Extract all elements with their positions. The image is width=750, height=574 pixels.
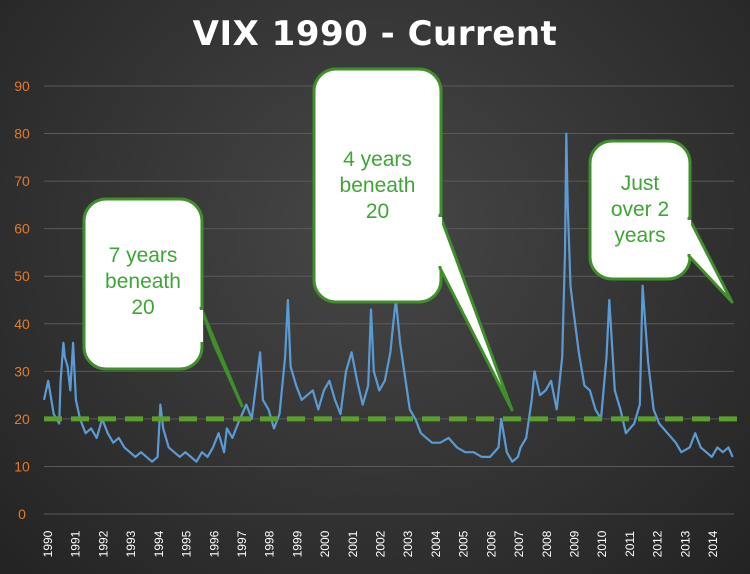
callout-box [588,139,692,281]
callout-text-line: 20 [366,200,389,223]
callout-pointer [199,306,244,408]
x-tick-label: 2011 [623,531,637,557]
x-tick-label: 1994 [152,530,166,557]
x-tick-label: 1997 [235,530,249,557]
y-tick-label: 50 [14,268,30,284]
callout-text-line: over 2 [611,198,669,221]
x-tick-label: 1998 [263,530,277,557]
y-tick-label: 90 [14,78,30,94]
x-tick-label: 2003 [401,530,415,557]
x-tick-label: 1996 [207,530,221,557]
callout-text-line: years [614,224,665,247]
x-tick-label: 2014 [706,530,720,557]
callout-3: Just over 2 years [588,139,734,304]
y-tick-label: 40 [14,316,30,332]
x-tick-label: 2007 [512,530,526,557]
callout-text-line: 7 years [109,244,178,267]
x-tick-label: 1993 [124,530,138,557]
x-tick-label: 1999 [290,530,304,557]
x-tick-label: 2008 [540,530,554,557]
y-tick-label: 10 [14,458,30,474]
y-tick-label: 0 [18,506,26,522]
x-tick-label: 1995 [180,530,194,557]
callout-text-line: 4 years [343,148,412,171]
y-tick-label: 20 [14,411,30,427]
x-tick-label: 2013 [678,530,692,557]
chart-title: VIX 1990 - Current [192,14,558,54]
x-tick-label: 2005 [457,530,471,557]
y-tick-label: 60 [14,221,30,237]
x-tick-label: 2001 [346,530,360,557]
callout-1: 7 years beneath 20 [82,197,244,408]
callout-seam [199,310,203,342]
callout-text-line: 20 [131,296,154,319]
y-axis-ticks: 0 10 20 30 40 50 60 70 80 90 [14,78,30,522]
callout-pointer [687,216,734,304]
y-tick-label: 30 [14,363,30,379]
callout-text-line: beneath [105,270,181,293]
callout-seam [687,220,691,254]
x-tick-label: 2012 [651,530,665,557]
x-tick-label: 2009 [568,530,582,557]
callout-2: 4 years beneath 20 [312,67,514,412]
callout-pointer [438,213,514,412]
x-tick-label: 2010 [595,530,609,557]
x-tick-label: 1992 [96,530,110,557]
x-tick-label: 2004 [429,530,443,557]
series-layer [42,132,734,463]
x-tick-label: 2002 [374,530,388,557]
x-tick-label: 1991 [69,530,83,557]
x-tick-label: 2006 [484,530,498,557]
x-tick-label: 1990 [41,530,55,557]
callout-box [82,197,204,371]
x-axis-ticks: 1990 1991 1992 1993 1994 1995 1996 1997 1998 1999… [41,530,720,557]
vix-series-line [42,132,734,463]
callouts-layer: 7 years beneath 20 4 years beneath 20 Just over… [82,67,734,412]
y-tick-label: 70 [14,173,30,189]
callout-seam [438,217,442,266]
x-tick-label: 2000 [318,530,332,557]
callout-box [312,67,443,304]
callout-text-line: beneath [340,174,416,197]
callout-text-line: Just [621,172,660,195]
y-tick-label: 80 [14,126,30,142]
